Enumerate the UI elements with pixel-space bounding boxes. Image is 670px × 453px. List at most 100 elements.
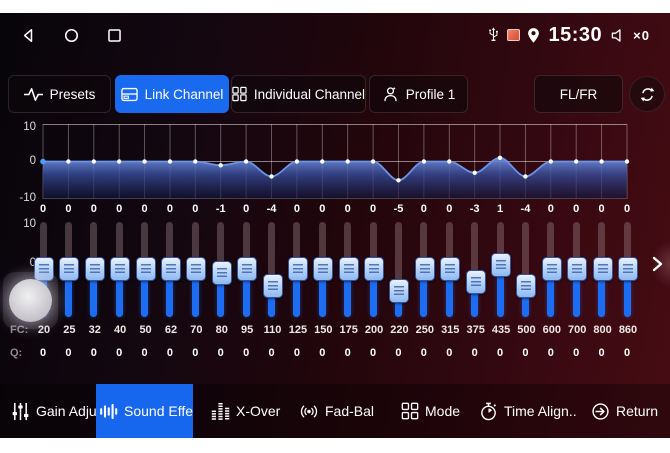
eq-slider-150[interactable] [310,222,334,317]
equalizer-bars-icon [211,402,230,421]
eq-slider-250[interactable] [412,222,436,317]
band-frequency-label: 125 [288,324,308,336]
slider-fill [293,268,301,317]
scroll-right-button[interactable] [634,235,670,293]
chevron-right-icon [652,256,663,272]
band-frequency-label: 200 [364,324,384,336]
slider-thumb[interactable] [110,257,131,281]
slider-thumb[interactable] [338,257,359,281]
band-frequency-label: 70 [190,324,203,336]
eq-slider-600[interactable] [539,222,563,317]
eq-curve-graph[interactable] [40,124,630,199]
slider-thumb[interactable] [237,257,258,281]
eq-slider-375[interactable] [463,222,487,317]
eq-slider-95[interactable] [234,222,258,317]
eq-slider-70[interactable] [183,222,207,317]
slider-thumb[interactable] [541,257,562,281]
band-q-value: 0 [166,347,174,359]
band-gain-values-row: 0 0 0 0 0 0 0 -1 0 -4 0 0 0 0 -5 0 0 -3 1 -4 0 0 0 0 [0,203,670,217]
slider-thumb[interactable] [160,257,181,281]
slider-thumb[interactable] [211,261,232,286]
slider-fill [115,268,123,317]
nav-item-sound-effec[interactable]: Sound Effec [96,384,193,438]
eq-slider-175[interactable] [336,222,360,317]
eq-slider-50[interactable] [133,222,157,317]
usb-icon [488,27,498,41]
eq-slider-32[interactable] [82,222,106,317]
eq-slider-62[interactable] [158,222,182,317]
eq-slider-220[interactable] [386,222,410,317]
nav-item-label: X-Over [236,403,281,419]
back-button[interactable] [19,26,37,44]
recents-button[interactable] [105,26,123,44]
home-button[interactable] [62,26,80,44]
profile-button[interactable]: Profile 1 [369,75,468,113]
slider-thumb[interactable] [186,257,207,281]
slider-thumb[interactable] [516,274,537,299]
graph-scale-zero: 0 [29,155,36,167]
slider-thumb[interactable] [491,252,512,277]
eq-slider-80[interactable] [209,222,233,317]
nav-item-gain-adjus[interactable]: Gain Adjus.. [8,384,115,438]
nav-item-x-over[interactable]: X-Over [208,384,283,438]
eq-slider-125[interactable] [285,222,309,317]
nav-item-time-align[interactable]: Time Align.. [476,384,580,438]
nav-item-return[interactable]: Return [588,384,661,438]
presets-button[interactable]: Presets [8,75,111,113]
band-gain-value: 0 [319,203,326,215]
status-icons: 15:30 ×0 [487,13,650,57]
slider-thumb[interactable] [262,274,283,299]
slider-track [394,222,402,317]
eq-slider-110[interactable] [260,222,284,317]
nav-item-fad-bal[interactable]: Fad-Bal [296,384,377,438]
slider-thumb[interactable] [592,257,613,281]
eq-slider-800[interactable] [590,222,614,317]
slider-thumb[interactable] [34,257,54,281]
eq-slider-435[interactable] [488,222,512,317]
slider-scale-zero: 0 [29,257,36,269]
slider-thumb[interactable] [567,257,588,281]
slider-thumb[interactable] [465,269,486,294]
individual-channel-button[interactable]: Individual Channel [231,75,366,113]
band-frequency-label: 20 [37,324,51,336]
refresh-icon [640,87,654,101]
band-frequency-label: 150 [314,324,333,336]
eq-slider-315[interactable] [437,222,461,317]
equalizer-screen: 15:30 ×0 Presets Link Channel [0,13,670,438]
slider-thumb[interactable] [84,257,105,281]
eq-slider-40[interactable] [107,222,131,317]
band-q-value: 0 [471,347,478,359]
band-frequency-label: 860 [618,324,638,336]
band-gain-value: 0 [116,203,123,215]
back-icon [23,28,32,42]
slider-thumb[interactable] [364,257,385,281]
band-gain-value: -1 [215,203,226,215]
band-frequency-label: 62 [164,324,178,336]
refresh-button[interactable] [629,76,665,112]
gain-knob[interactable] [3,272,58,329]
channel-pair-button[interactable]: FL/FR [534,75,623,113]
band-frequency-label: 110 [263,324,282,336]
nav-item-mode[interactable]: Mode [398,384,463,438]
slider-thumb[interactable] [59,257,80,281]
band-gain-value: 0 [623,203,631,215]
band-gain-value: 0 [344,203,351,215]
slider-thumb[interactable] [287,257,308,281]
individual-channel-label: Individual Channel [253,86,365,102]
eq-slider-25[interactable] [56,222,80,317]
slider-thumb[interactable] [313,257,334,281]
slider-thumb[interactable] [440,257,461,281]
band-frequency-label: 500 [517,324,536,336]
eq-slider-500[interactable] [513,222,537,317]
band-frequency-label: 375 [466,324,485,336]
eq-slider-700[interactable] [564,222,588,317]
slider-thumb[interactable] [414,257,435,281]
slider-thumb[interactable] [389,278,410,303]
slider-fill [445,268,453,317]
profile-icon [384,86,397,101]
eq-slider-200[interactable] [361,222,385,317]
link-channel-button[interactable]: Link Channel [115,75,229,113]
slider-thumb[interactable] [135,257,156,281]
band-q-value: 0 [598,347,605,359]
